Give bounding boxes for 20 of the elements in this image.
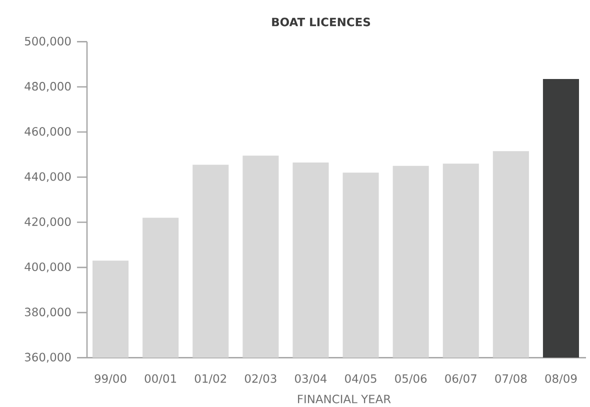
y-tick-label: 400,000: [24, 262, 71, 272]
x-axis-title: FINANCIAL YEAR: [298, 394, 391, 404]
y-tick-label: 440,000: [24, 172, 71, 182]
y-tick-label: 460,000: [24, 127, 71, 137]
x-tick-label: 07/08: [495, 374, 527, 384]
y-tick-label: 420,000: [24, 217, 71, 228]
y-tick-label: 380,000: [24, 308, 71, 318]
y-tick-label: 500,000: [24, 36, 71, 47]
x-tick-label: 99/00: [94, 374, 126, 384]
x-tick-label: 04/05: [345, 374, 376, 384]
x-tick-label: 02/03: [244, 374, 276, 384]
x-tick-label: 05/06: [395, 374, 427, 384]
y-tick-label: 480,000: [24, 82, 71, 92]
y-tick-label: 360,000: [24, 352, 71, 363]
x-tick-label: 08/09: [545, 374, 577, 384]
x-tick-label: 06/07: [445, 374, 476, 384]
x-tick-label: 03/04: [294, 374, 327, 384]
chart-title: BOAT LICENCES: [272, 18, 370, 26]
x-tick-label: 01/02: [194, 374, 226, 384]
x-tick-label: 00/01: [144, 374, 176, 384]
